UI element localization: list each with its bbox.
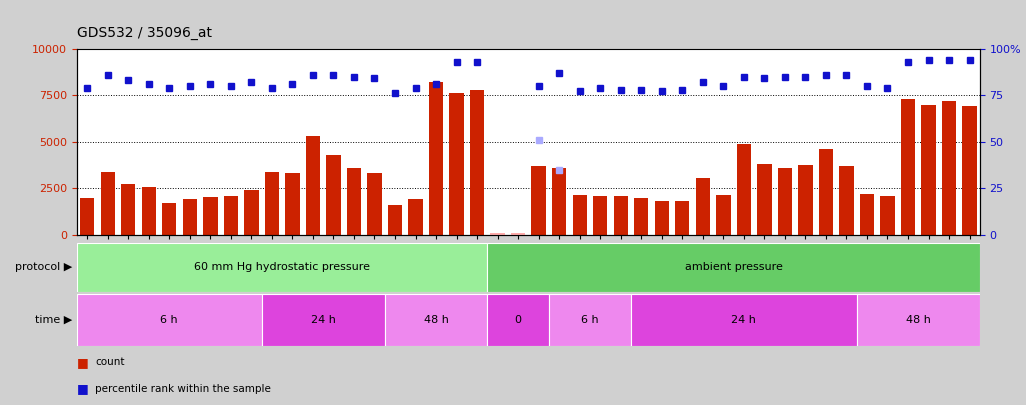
Bar	[552, 168, 566, 235]
Bar	[531, 166, 546, 235]
Text: percentile rank within the sample: percentile rank within the sample	[95, 384, 271, 394]
Text: 0: 0	[515, 315, 521, 325]
Bar	[942, 101, 956, 235]
Text: 24 h: 24 h	[311, 315, 336, 325]
Bar	[449, 93, 464, 235]
Bar	[77, 243, 487, 292]
Bar	[470, 90, 484, 235]
Bar	[511, 233, 525, 235]
Bar	[306, 136, 320, 235]
Bar	[962, 107, 977, 235]
Bar	[347, 168, 361, 235]
Bar	[490, 233, 505, 235]
Bar	[593, 196, 607, 235]
Text: 24 h: 24 h	[732, 315, 756, 325]
Bar	[631, 294, 857, 346]
Bar	[675, 201, 689, 235]
Bar	[101, 173, 115, 235]
Bar	[655, 201, 669, 235]
Text: time ▶: time ▶	[35, 315, 72, 325]
Bar	[385, 294, 487, 346]
Text: count: count	[95, 358, 125, 367]
Bar	[408, 198, 423, 235]
Bar	[511, 233, 525, 235]
Bar	[696, 178, 710, 235]
Bar	[142, 188, 156, 235]
Bar	[80, 198, 94, 235]
Bar	[798, 165, 813, 235]
Bar	[429, 82, 443, 235]
Bar	[183, 198, 197, 235]
Bar	[487, 294, 549, 346]
Bar	[244, 190, 259, 235]
Bar	[921, 105, 936, 235]
Bar	[857, 294, 980, 346]
Bar	[860, 194, 874, 235]
Text: ■: ■	[77, 356, 88, 369]
Bar	[901, 99, 915, 235]
Bar	[121, 184, 135, 235]
Text: protocol ▶: protocol ▶	[14, 262, 72, 272]
Bar	[549, 294, 631, 346]
Bar	[224, 196, 238, 235]
Text: GDS532 / 35096_at: GDS532 / 35096_at	[77, 26, 212, 40]
Bar	[490, 233, 505, 235]
Bar	[573, 195, 587, 235]
Bar	[388, 205, 402, 235]
Bar	[326, 155, 341, 235]
Bar	[819, 149, 833, 235]
Bar	[839, 166, 854, 235]
Bar	[737, 144, 751, 235]
Text: ambient pressure: ambient pressure	[684, 262, 783, 272]
Bar	[285, 173, 300, 235]
Text: 6 h: 6 h	[581, 315, 599, 325]
Bar	[634, 198, 648, 235]
Text: 48 h: 48 h	[906, 315, 931, 325]
Bar	[487, 243, 980, 292]
Bar	[203, 197, 218, 235]
Text: 6 h: 6 h	[160, 315, 179, 325]
Bar	[778, 168, 792, 235]
Bar	[716, 195, 731, 235]
Bar	[262, 294, 385, 346]
Bar	[265, 173, 279, 235]
Text: ■: ■	[77, 382, 88, 395]
Text: 48 h: 48 h	[424, 315, 448, 325]
Bar	[162, 203, 176, 235]
Bar	[77, 294, 262, 346]
Text: 60 mm Hg hydrostatic pressure: 60 mm Hg hydrostatic pressure	[194, 262, 370, 272]
Bar	[880, 196, 895, 235]
Bar	[757, 164, 772, 235]
Bar	[614, 196, 628, 235]
Bar	[367, 173, 382, 235]
